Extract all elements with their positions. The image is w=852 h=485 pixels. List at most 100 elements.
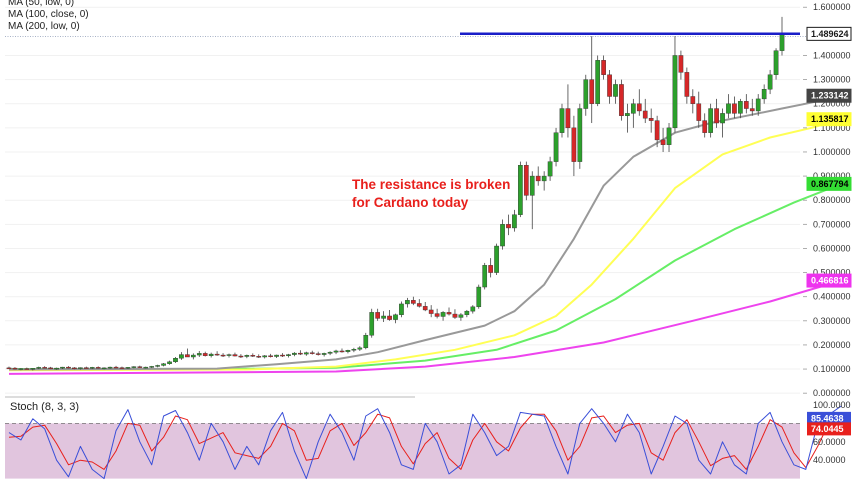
candle-40 xyxy=(244,354,250,359)
candle-body-48 xyxy=(292,352,297,355)
candle-61 xyxy=(369,308,375,338)
stoch-tick-label-3: 40.0000 xyxy=(813,455,846,465)
candle-58 xyxy=(351,347,357,353)
candle-body-9 xyxy=(60,366,65,369)
price-tick-label-8: 0.700000 xyxy=(813,219,851,229)
candle-body-6 xyxy=(42,367,48,369)
candle-body-27 xyxy=(167,361,172,364)
candle-body-36 xyxy=(220,354,226,357)
candle-body-14 xyxy=(89,367,95,369)
price-badge-bg-2 xyxy=(806,112,852,127)
candle-72 xyxy=(434,308,440,319)
candle-45 xyxy=(274,354,279,358)
candle-body-71 xyxy=(428,309,434,314)
candle-body-107 xyxy=(642,110,648,119)
candle-body-53 xyxy=(321,353,327,355)
candle-98 xyxy=(589,36,595,124)
candle-body-125 xyxy=(749,108,755,112)
candle-88 xyxy=(529,171,535,230)
candle-55 xyxy=(333,349,339,355)
candle-130 xyxy=(779,16,785,56)
candle-120 xyxy=(720,108,725,138)
candle-body-100 xyxy=(601,60,606,75)
candle-body-25 xyxy=(155,365,160,367)
candle-body-34 xyxy=(208,353,214,356)
candle-body-90 xyxy=(541,175,547,182)
candle-body-97 xyxy=(583,79,589,109)
price-tick-label-14: 0.100000 xyxy=(813,364,851,374)
price-tick-label-4: 1.100000 xyxy=(813,123,851,133)
candle-body-108 xyxy=(648,117,654,121)
ma-gray-line xyxy=(8,94,842,371)
candle-body-18 xyxy=(113,366,119,369)
candle-0 xyxy=(6,366,12,370)
candle-6 xyxy=(42,366,48,369)
price-tick-label-12: 0.300000 xyxy=(813,316,851,326)
candle-body-62 xyxy=(375,312,381,319)
candle-83 xyxy=(500,219,505,250)
candle-97 xyxy=(583,74,589,116)
candle-body-74 xyxy=(446,312,452,315)
candle-body-24 xyxy=(149,366,155,368)
candle-1 xyxy=(12,367,18,370)
candle-26 xyxy=(161,363,166,367)
candle-62 xyxy=(375,308,381,321)
candle-86 xyxy=(518,161,523,218)
candle-body-129 xyxy=(773,50,779,75)
candle-body-31 xyxy=(190,354,196,358)
candle-53 xyxy=(321,352,327,357)
candle-body-109 xyxy=(654,120,660,141)
price-badge-label-0: 1.489624 xyxy=(811,29,849,39)
indicator-label-ma100: MA (100, close, 0) xyxy=(8,9,89,20)
candle-28 xyxy=(173,356,178,364)
candle-106 xyxy=(636,89,642,116)
candle-119 xyxy=(714,98,719,128)
candle-body-68 xyxy=(410,300,416,304)
candle-18 xyxy=(113,365,119,369)
candle-91 xyxy=(547,156,553,181)
candle-body-87 xyxy=(523,165,529,196)
candle-body-117 xyxy=(702,120,708,133)
candle-body-128 xyxy=(767,74,773,90)
candle-body-22 xyxy=(137,366,143,368)
candle-32 xyxy=(196,350,202,357)
price-tick-label-2: 1.300000 xyxy=(813,75,851,85)
candle-9 xyxy=(60,366,65,370)
candle-122 xyxy=(732,96,737,119)
candle-body-84 xyxy=(506,224,511,229)
candle-body-21 xyxy=(131,366,137,368)
candle-body-64 xyxy=(387,315,392,320)
stochastic-pane xyxy=(5,405,842,480)
candle-body-78 xyxy=(470,306,476,312)
candle-body-56 xyxy=(339,350,345,353)
candle-63 xyxy=(381,311,386,323)
candle-body-35 xyxy=(214,353,220,356)
candle-body-2 xyxy=(18,368,24,370)
candle-66 xyxy=(399,301,404,318)
candle-74 xyxy=(446,307,452,316)
candle-125 xyxy=(749,98,755,116)
candle-body-3 xyxy=(24,368,30,370)
price-badge-label-3: 0.867794 xyxy=(811,179,849,189)
candle-109 xyxy=(654,115,660,148)
candle-41 xyxy=(250,353,256,357)
candle-80 xyxy=(482,262,488,290)
candle-110 xyxy=(660,127,666,152)
candle-body-11 xyxy=(72,367,77,370)
candle-77 xyxy=(464,309,470,318)
candle-121 xyxy=(726,94,731,119)
candle-31 xyxy=(190,353,196,360)
candle-17 xyxy=(107,366,113,369)
candle-107 xyxy=(642,98,648,124)
candle-body-13 xyxy=(83,367,89,369)
candle-73 xyxy=(440,311,446,321)
candle-body-19 xyxy=(119,367,125,369)
candle-81 xyxy=(488,258,493,278)
candle-15 xyxy=(95,366,101,369)
candle-body-43 xyxy=(262,355,268,358)
stoch-k-line xyxy=(8,405,842,480)
candle-19 xyxy=(119,366,125,369)
candle-body-66 xyxy=(399,303,404,315)
candle-35 xyxy=(214,351,220,356)
